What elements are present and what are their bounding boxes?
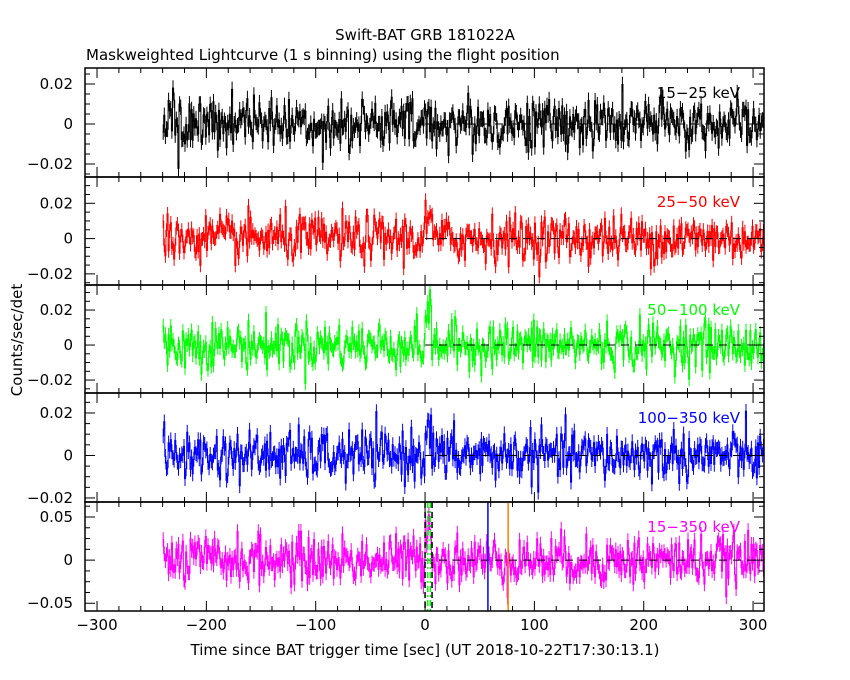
y-tick-label: 0.02 bbox=[40, 404, 73, 422]
band-label: 100−350 keV bbox=[638, 409, 741, 427]
band-label: 15−25 keV bbox=[657, 84, 741, 102]
band-label: 50−100 keV bbox=[647, 301, 740, 319]
y-tick-label: 0.05 bbox=[40, 508, 73, 526]
y-tick-label: −0.02 bbox=[27, 371, 73, 389]
y-tick-label: 0.02 bbox=[40, 194, 73, 212]
x-tick-label: 200 bbox=[629, 616, 658, 634]
x-tick-label: 300 bbox=[739, 616, 768, 634]
y-tick-label: −0.02 bbox=[27, 489, 73, 507]
panel-25-50-keV: −0.02 0 0.02 25−50 keV bbox=[27, 176, 765, 286]
band-label: 25−50 keV bbox=[657, 193, 741, 211]
y-tick-label: 0 bbox=[63, 336, 73, 354]
panel-15-350-keV: −0.05 0 0.05 15−350 keV bbox=[27, 501, 765, 612]
x-tick-label: 0 bbox=[420, 616, 430, 634]
y-tick-label: −0.05 bbox=[27, 594, 73, 612]
x-axis-label: Time since BAT trigger time [sec] (UT 20… bbox=[190, 641, 660, 659]
panel-frame bbox=[84, 501, 765, 612]
y-tick-label: 0 bbox=[63, 446, 73, 464]
chart-title: Swift-BAT GRB 181022A bbox=[335, 26, 515, 44]
panel-100-350-keV: −0.02 0 0.02 100−350 keV bbox=[27, 392, 765, 507]
x-tick-label: 100 bbox=[520, 616, 549, 634]
y-tick-label: 0 bbox=[63, 230, 73, 248]
series-line bbox=[162, 514, 764, 598]
series-line bbox=[162, 410, 764, 493]
series-line bbox=[162, 84, 764, 169]
y-tick-label: −0.02 bbox=[27, 155, 73, 173]
series-line bbox=[162, 199, 764, 278]
x-tick-label: −200 bbox=[186, 616, 227, 634]
y-tick-label: −0.02 bbox=[27, 265, 73, 283]
chart-subtitle: Maskweighted Lightcurve (1 s binning) us… bbox=[86, 46, 560, 64]
y-tick-label: 0 bbox=[63, 551, 73, 569]
y-tick-label: 0 bbox=[63, 115, 73, 133]
y-axis-label: Counts/sec/det bbox=[8, 284, 26, 397]
y-tick-label: 0.02 bbox=[40, 301, 73, 319]
x-tick-label: −300 bbox=[76, 616, 117, 634]
band-label: 15−350 keV bbox=[647, 518, 740, 536]
x-tick-label: −100 bbox=[295, 616, 336, 634]
y-tick-label: 0.02 bbox=[40, 75, 73, 93]
panel-15-25-keV: −0.02 0 0.02 15−25 keV bbox=[27, 67, 765, 178]
series-line bbox=[162, 289, 764, 384]
panel-50-100-keV: −0.02 0 0.02 50−100 keV bbox=[27, 284, 765, 394]
